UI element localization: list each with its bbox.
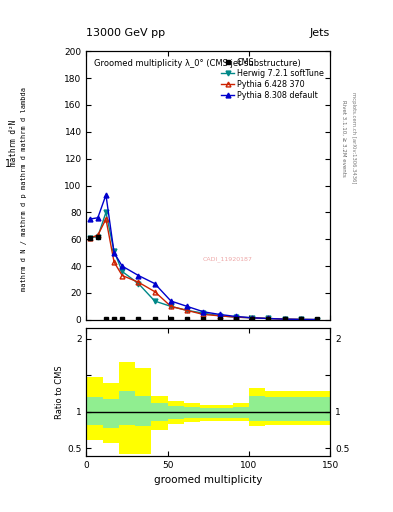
Y-axis label: Ratio to CMS: Ratio to CMS [55,365,64,418]
Text: Jets: Jets [310,28,330,38]
Herwig 7.2.1 softTune [233,314,238,320]
Pythia 6.428 370 [315,316,320,323]
Legend: CMS, Herwig 7.2.1 softTune, Pythia 6.428 370, Pythia 8.308 default: CMS, Herwig 7.2.1 softTune, Pythia 6.428… [219,55,326,102]
Text: 1: 1 [5,159,11,169]
Pythia 6.428 370 [299,316,303,323]
Pythia 6.428 370 [250,315,255,321]
Line: Pythia 8.308 default: Pythia 8.308 default [87,193,320,322]
Text: Groomed multiplicity λ_0° (CMS jet substructure): Groomed multiplicity λ_0° (CMS jet subst… [94,59,301,68]
Herwig 7.2.1 softTune [112,248,116,254]
Line: Pythia 6.428 370: Pythia 6.428 370 [87,217,320,322]
Pythia 8.308 default [136,272,141,279]
Pythia 6.428 370 [87,235,92,241]
Herwig 7.2.1 softTune [250,315,255,321]
Pythia 6.428 370 [169,303,173,309]
Text: mcplots.cern.ch [arXiv:1306.3436]: mcplots.cern.ch [arXiv:1306.3436] [351,93,356,184]
Herwig 7.2.1 softTune [266,315,271,322]
CMS [87,235,92,241]
Pythia 8.308 default [315,316,320,323]
Herwig 7.2.1 softTune [201,310,206,316]
Pythia 6.428 370 [120,272,125,279]
Line: CMS: CMS [87,234,100,240]
Pythia 8.308 default [282,316,287,322]
Pythia 6.428 370 [136,279,141,285]
Pythia 8.308 default [201,309,206,315]
Pythia 8.308 default [95,215,100,221]
Pythia 6.428 370 [185,307,189,313]
Pythia 8.308 default [169,298,173,304]
Pythia 6.428 370 [282,316,287,322]
Pythia 6.428 370 [95,232,100,238]
Text: mathrm d N / mathrm d p mathrm d mathrm d lambda: mathrm d N / mathrm d p mathrm d mathrm … [20,88,27,291]
Pythia 8.308 default [104,192,108,198]
Pythia 6.428 370 [152,289,157,295]
Pythia 6.428 370 [217,313,222,319]
Herwig 7.2.1 softTune [169,303,173,309]
Line: Herwig 7.2.1 softTune: Herwig 7.2.1 softTune [87,210,320,322]
Text: Rivet 3.1.10, ≥ 3.2M events: Rivet 3.1.10, ≥ 3.2M events [342,100,346,177]
Text: mathrm d²N: mathrm d²N [9,120,18,166]
Herwig 7.2.1 softTune [152,298,157,304]
Herwig 7.2.1 softTune [120,268,125,274]
Text: CADI_11920187: CADI_11920187 [203,257,253,263]
Herwig 7.2.1 softTune [95,233,100,240]
Pythia 8.308 default [87,216,92,222]
Pythia 6.428 370 [201,311,206,317]
Herwig 7.2.1 softTune [217,313,222,319]
Pythia 6.428 370 [266,315,271,322]
X-axis label: groomed multiplicity: groomed multiplicity [154,475,263,485]
Pythia 8.308 default [266,315,271,322]
Herwig 7.2.1 softTune [87,235,92,241]
Pythia 8.308 default [299,316,303,323]
Herwig 7.2.1 softTune [104,209,108,216]
Pythia 8.308 default [112,250,116,256]
CMS [95,233,100,240]
Herwig 7.2.1 softTune [315,316,320,323]
Pythia 8.308 default [120,263,125,269]
Herwig 7.2.1 softTune [282,316,287,322]
Pythia 8.308 default [185,303,189,309]
Herwig 7.2.1 softTune [136,281,141,287]
Pythia 6.428 370 [233,314,238,320]
Pythia 8.308 default [152,281,157,287]
Herwig 7.2.1 softTune [299,316,303,323]
Pythia 6.428 370 [112,259,116,265]
Text: 13000 GeV pp: 13000 GeV pp [86,28,165,38]
Herwig 7.2.1 softTune [185,307,189,313]
Pythia 8.308 default [250,315,255,321]
Pythia 8.308 default [233,313,238,319]
Pythia 8.308 default [217,311,222,317]
Pythia 6.428 370 [104,216,108,222]
